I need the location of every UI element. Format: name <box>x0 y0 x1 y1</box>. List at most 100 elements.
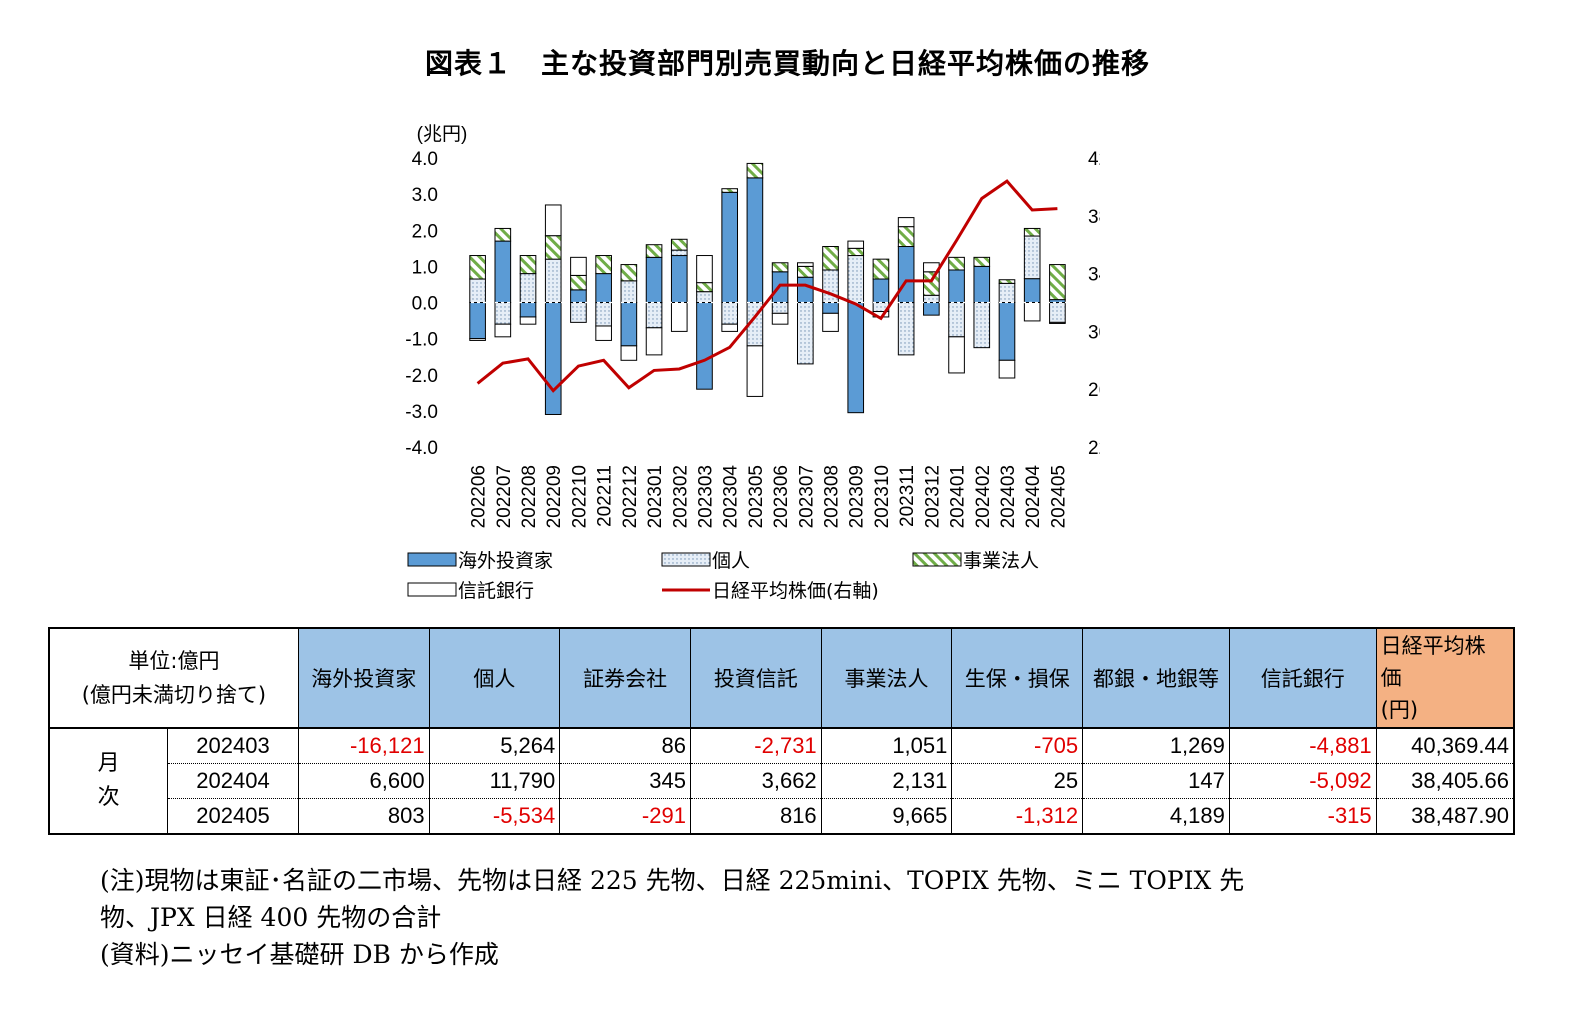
bar-segment <box>923 302 940 316</box>
x-tick-label: 202303 <box>695 465 716 528</box>
bar-segment <box>1023 235 1041 280</box>
value-cell: 2,131 <box>820 763 953 799</box>
value-cell: -291 <box>559 798 691 835</box>
table-row: 月次 202403 -16,121 5,264 86 -2,731 1,051 -705 1,2… <box>48 727 1515 835</box>
bar-segment <box>645 302 663 329</box>
bar-segment <box>469 278 486 304</box>
bar-segment <box>721 323 739 332</box>
x-tick-label: 202212 <box>620 465 641 528</box>
nikkei-col-header: 日経平均株 価 (円) <box>1375 627 1515 729</box>
y-right-tick: 22,000 <box>1088 438 1100 459</box>
value-cell: -1,312 <box>951 798 1084 835</box>
bar-segment <box>771 312 789 325</box>
bar-segment <box>670 249 688 257</box>
col-header: 個人 <box>428 627 561 729</box>
legend-swatch <box>661 552 711 567</box>
bar-segment <box>494 323 512 338</box>
bar-segment <box>519 316 537 325</box>
bar-segment <box>670 302 688 332</box>
bar-segment <box>847 302 865 414</box>
x-tick-label: 202307 <box>796 465 817 528</box>
bar-segment <box>771 262 789 273</box>
bar-segment <box>1049 321 1066 324</box>
x-tick-label: 202208 <box>519 465 540 528</box>
bar-segment <box>595 255 612 275</box>
value-cell: 11,790 <box>428 763 561 799</box>
bar-segment <box>948 302 965 338</box>
legend-swatch <box>407 552 457 567</box>
value-cell: -5,534 <box>428 798 561 835</box>
x-tick-label: 202207 <box>494 465 515 528</box>
x-tick-label: 202312 <box>922 465 943 528</box>
value-cell: 40,369.44 <box>1375 727 1515 764</box>
note-line: 物、JPX 日経 400 先物の合計 <box>100 903 442 932</box>
y-left-tick: -3.0 <box>405 402 438 423</box>
bar-segment <box>746 345 764 397</box>
legend-label: 個人 <box>712 550 750 572</box>
bar-segment <box>645 244 663 258</box>
x-tick-label: 202211 <box>595 465 616 527</box>
bar-segment <box>872 278 890 304</box>
x-tick-label: 202311 <box>897 465 918 527</box>
bar-segment <box>897 226 915 248</box>
source-line: (資料)ニッセイ基礎研 DB から作成 <box>100 940 499 969</box>
bar-segment <box>696 282 713 293</box>
bar-segment <box>822 312 839 332</box>
stacked-bar-line-chart: (兆円)(円)4.03.02.01.00.0-1.0-2.0-3.0-4.042… <box>405 123 1100 602</box>
x-tick-label: 202403 <box>998 465 1019 528</box>
bar-segment <box>1049 264 1066 301</box>
bar-segment <box>595 302 612 327</box>
bar-segment <box>544 258 562 303</box>
bar-segment <box>796 302 814 365</box>
bar-segment <box>973 256 991 267</box>
x-tick-label: 202305 <box>746 465 767 528</box>
value-cell: 1,051 <box>820 727 953 764</box>
unit-note: (億円未満切り捨て) <box>81 683 267 707</box>
value-cell: -5,092 <box>1228 763 1377 799</box>
bar-segment <box>519 273 537 304</box>
y-right-tick: 34,000 <box>1088 265 1100 286</box>
bar-segment <box>822 246 839 271</box>
y-left-tick: -2.0 <box>405 366 438 387</box>
y-left-tick: -1.0 <box>405 330 438 351</box>
bar-segment <box>822 302 839 314</box>
bar-segment <box>746 177 764 303</box>
bar-segment <box>620 280 638 303</box>
value-cell: 345 <box>559 763 691 799</box>
value-cell: 816 <box>689 798 822 835</box>
y-left-unit: (兆円) <box>417 123 468 145</box>
col-header: 海外投資家 <box>297 627 430 729</box>
month-cell: 202404 <box>167 763 299 799</box>
bar-segment <box>847 240 865 249</box>
bar-segment <box>897 302 915 356</box>
nikkei-header-line: (円) <box>1380 698 1419 722</box>
bar-segment <box>544 302 562 415</box>
x-tick-label: 202310 <box>872 465 893 528</box>
y-left-tick: 4.0 <box>412 149 438 170</box>
bar-segment <box>923 271 940 296</box>
row-group-line: 月 <box>97 751 120 776</box>
nikkei-line <box>476 179 1058 393</box>
bar-segment <box>544 204 562 237</box>
value-cell: 86 <box>559 727 691 764</box>
bar-segment <box>746 162 764 179</box>
nikkei-header-line: 価 <box>1380 666 1402 690</box>
bar-segment <box>670 255 688 304</box>
nikkei-header-line: 日経平均株 <box>1380 634 1486 658</box>
row-group-line: 次 <box>97 785 120 810</box>
bar-segment <box>998 302 1016 361</box>
value-cell: -705 <box>951 727 1084 764</box>
legend-label: 信託銀行 <box>458 580 534 602</box>
y-right-tick: 42,000 <box>1088 149 1100 170</box>
bar-segment <box>494 302 512 325</box>
bar-segment <box>1049 302 1066 323</box>
y-right-tick: 38,000 <box>1088 207 1100 228</box>
bar-segment <box>948 336 965 374</box>
bar-segment <box>570 302 587 323</box>
bar-segment <box>544 235 562 260</box>
col-header: 投資信託 <box>689 627 822 729</box>
value-cell: 38,487.90 <box>1375 798 1515 835</box>
bar-segment <box>847 247 865 257</box>
value-cell: 6,600 <box>297 763 430 799</box>
bar-segment <box>620 264 638 282</box>
